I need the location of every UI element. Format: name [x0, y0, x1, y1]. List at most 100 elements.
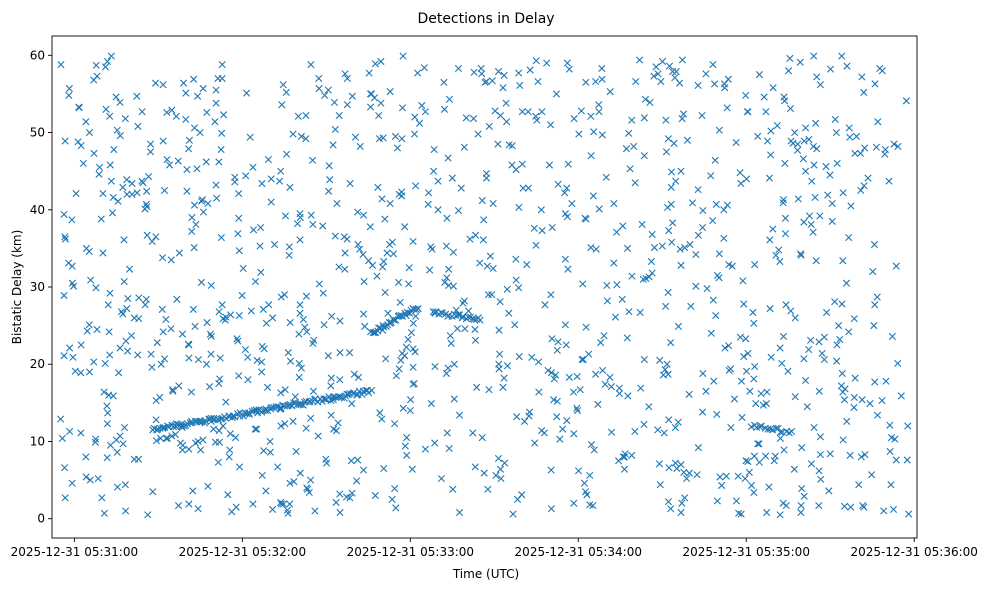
detection-point: [786, 105, 795, 113]
detection-point: [494, 140, 502, 148]
detection-point: [563, 184, 571, 192]
detection-point: [742, 91, 750, 100]
detection-point: [763, 388, 771, 396]
detection-point: [356, 142, 364, 151]
detection-point: [401, 352, 409, 360]
y-tick-label: 30: [30, 280, 45, 294]
detection-point: [550, 396, 558, 404]
detection-point: [735, 509, 743, 517]
detection-point: [139, 179, 147, 187]
detection-point: [640, 356, 648, 364]
detection-point: [494, 454, 503, 463]
detection-point: [197, 446, 205, 454]
detection-point: [124, 294, 132, 303]
detection-point: [805, 135, 813, 144]
detection-point: [101, 359, 109, 368]
detection-point: [113, 448, 121, 456]
detection-point: [258, 471, 266, 480]
detection-point: [79, 159, 87, 168]
detection-point: [157, 434, 165, 442]
detection-point: [444, 154, 452, 162]
detection-point: [163, 108, 171, 117]
detection-point: [824, 191, 832, 199]
detection-point: [123, 190, 131, 198]
detection-point: [295, 330, 303, 338]
detection-point: [388, 238, 396, 246]
detection-point: [327, 382, 335, 390]
detection-point: [613, 228, 621, 236]
detection-point: [442, 369, 451, 378]
detection-point: [453, 325, 461, 333]
detection-point: [249, 163, 257, 171]
detection-point: [587, 440, 596, 449]
detection-point: [665, 227, 673, 235]
detection-point: [477, 64, 485, 73]
detection-point: [780, 93, 788, 101]
x-tick-label: 2025-12-31 05:34:00: [515, 545, 642, 559]
detection-point: [513, 413, 521, 421]
detection-point: [105, 328, 113, 336]
detection-point: [194, 356, 202, 364]
detection-point: [579, 356, 587, 364]
detection-point: [407, 396, 415, 404]
detection-point: [851, 149, 859, 157]
detection-point: [813, 73, 821, 81]
detection-point: [480, 216, 488, 224]
detection-point: [791, 128, 799, 137]
detection-point: [103, 57, 112, 66]
detection-point: [790, 465, 798, 473]
detection-point: [277, 422, 285, 430]
detection-point: [375, 135, 384, 143]
detection-point: [235, 247, 243, 255]
detection-point: [282, 150, 291, 158]
detection-point: [291, 393, 299, 401]
detection-point: [82, 118, 90, 126]
detection-point: [120, 423, 129, 432]
detection-point: [443, 429, 451, 437]
detection-point: [720, 234, 728, 242]
detection-point: [326, 176, 334, 184]
detection-point: [903, 456, 911, 464]
detection-point: [371, 491, 379, 500]
y-tick-label: 20: [30, 357, 45, 371]
detection-point: [864, 174, 872, 182]
detection-point: [399, 52, 407, 60]
detection-point: [395, 365, 403, 373]
detection-point: [871, 80, 879, 88]
detection-point: [796, 250, 805, 258]
detection-point: [277, 389, 285, 397]
detection-point: [628, 116, 636, 124]
detection-point: [264, 155, 272, 164]
detection-point: [585, 350, 593, 358]
detection-point: [348, 92, 356, 100]
detection-point: [656, 481, 664, 489]
detection-point: [106, 112, 114, 120]
detection-point: [847, 202, 855, 210]
detection-point: [894, 359, 902, 368]
detection-point: [698, 223, 707, 232]
detection-point: [497, 474, 505, 483]
detection-point: [750, 488, 758, 497]
detection-point: [244, 353, 252, 361]
detection-point: [443, 274, 451, 282]
detection-point: [715, 126, 723, 134]
detection-point: [359, 250, 367, 259]
detection-point: [776, 428, 784, 436]
detection-point: [388, 495, 396, 503]
detection-point: [258, 179, 266, 188]
detection-point: [444, 364, 452, 372]
detection-point: [333, 200, 341, 208]
detection-point: [296, 469, 304, 477]
detection-point: [664, 135, 673, 143]
detection-point: [327, 374, 335, 382]
detection-point: [494, 67, 503, 76]
detection-point: [378, 195, 386, 203]
detection-point: [185, 500, 193, 508]
detection-point: [677, 461, 685, 469]
detection-point: [106, 161, 114, 169]
detection-point: [110, 145, 118, 154]
detection-point: [209, 425, 218, 433]
detection-point: [742, 175, 751, 183]
detection-point: [745, 468, 753, 476]
detection-point: [351, 133, 360, 141]
